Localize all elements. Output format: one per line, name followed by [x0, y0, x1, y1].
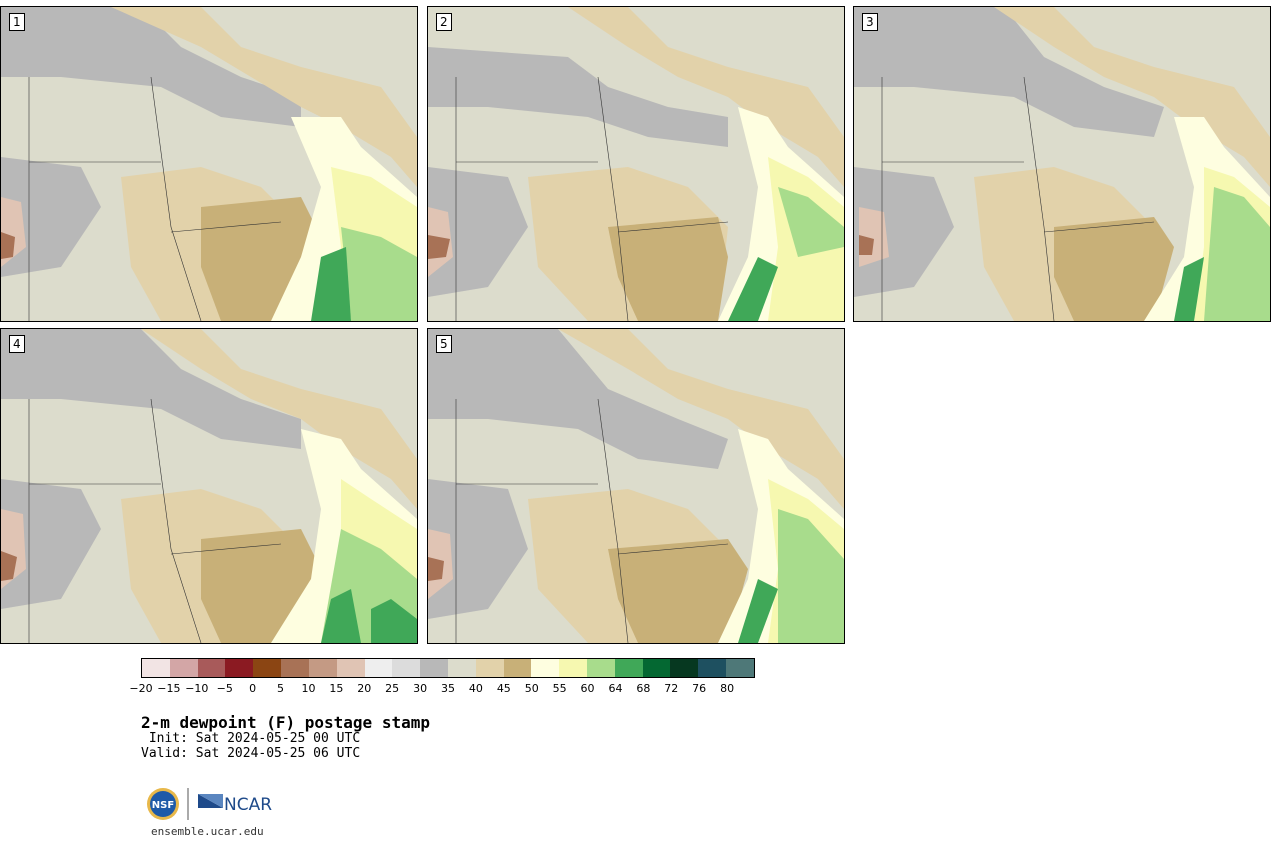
- map-panel-4: 4: [0, 328, 418, 644]
- colorbar-tick-label: 55: [552, 682, 567, 695]
- colorbar-swatch: [531, 659, 560, 677]
- colorbar-tick-label: 76: [692, 682, 707, 695]
- colorbar-swatch: [253, 659, 282, 677]
- colorbar-swatch: [225, 659, 254, 677]
- colorbar-swatch: [308, 659, 337, 677]
- colorbar-swatch: [587, 659, 615, 677]
- init-time: Init: Sat 2024-05-25 00 UTC: [141, 731, 361, 746]
- colorbar-swatch: [698, 659, 727, 677]
- colorbar-swatch: [142, 659, 170, 677]
- colorbar-swatch: [475, 659, 504, 677]
- panel-label-5: 5: [436, 335, 452, 353]
- colorbar-swatch: [503, 659, 532, 677]
- figure-title: 2-m dewpoint (F) postage stamp: [141, 713, 430, 732]
- map-panel-3: 3: [853, 6, 1271, 322]
- colorbar-swatch: [670, 659, 699, 677]
- colorbar-tick-label: 20: [357, 682, 372, 695]
- colorbar-tick-label: 72: [664, 682, 679, 695]
- colorbar-tick-label: −5: [216, 682, 233, 695]
- map-1: [1, 7, 417, 321]
- map-5: [428, 329, 844, 643]
- colorbar-tick-label: 68: [636, 682, 651, 695]
- colorbar-tick-label: 60: [580, 682, 595, 695]
- panel-label-1: 1: [9, 13, 25, 31]
- valid-time: Valid: Sat 2024-05-25 06 UTC: [141, 746, 361, 761]
- map-2: [428, 7, 844, 321]
- map-panel-1: 1: [0, 6, 418, 322]
- map-3: [854, 7, 1270, 321]
- colorbar-tick-label: 35: [441, 682, 455, 695]
- website-url: ensemble.ucar.edu: [151, 825, 264, 838]
- nsf-logo-text: NSF: [152, 800, 174, 811]
- colorbar-tick-label: 5: [277, 682, 285, 695]
- map-panel-5: 5: [427, 328, 845, 644]
- colorbar-tick-label: 15: [329, 682, 344, 695]
- colorbar-tick-label: 10: [301, 682, 316, 695]
- colorbar-tick-label: −10: [185, 682, 209, 695]
- ncar-logo-text: NCAR: [224, 795, 272, 815]
- panel-label-2: 2: [436, 13, 452, 31]
- colorbar-tick-label: 25: [385, 682, 400, 695]
- colorbar-swatch: [197, 659, 226, 677]
- colorbar-tick-label: 64: [608, 682, 623, 695]
- colorbar-swatch: [392, 659, 421, 677]
- colorbar-swatch: [336, 659, 365, 677]
- colorbar-tick-label: 45: [496, 682, 511, 695]
- colorbar-swatch: [281, 659, 309, 677]
- colorbar-swatch: [614, 659, 643, 677]
- colorbar-tick-label: 30: [413, 682, 428, 695]
- map-panel-2: 2: [427, 6, 845, 322]
- panel-label-3: 3: [862, 13, 878, 31]
- colorbar-ticks: −20 −15 −10 −5 0 5 10 15 20 25 30 35 40 45 50 55 60 64 68 7…: [129, 682, 755, 696]
- colorbar-tick-label: 0: [249, 682, 257, 695]
- colorbar-swatch: [447, 659, 476, 677]
- colorbar: [141, 658, 755, 678]
- colorbar-tick-label: −20: [129, 682, 153, 695]
- colorbar-tick-label: 40: [468, 682, 483, 695]
- colorbar-tick-label: 80: [720, 682, 735, 695]
- colorbar-swatch: [364, 659, 393, 677]
- colorbar-tick-label: 50: [524, 682, 539, 695]
- colorbar-swatch: [559, 659, 587, 677]
- colorbar-swatch: [420, 659, 448, 677]
- nsf-ncar-logo: NSF NCAR: [145, 786, 275, 824]
- colorbar-swatch: [726, 659, 754, 677]
- colorbar-swatch: [642, 659, 671, 677]
- colorbar-swatch: [169, 659, 198, 677]
- map-4: [1, 329, 417, 643]
- panel-label-4: 4: [9, 335, 25, 353]
- colorbar-tick-label: −15: [157, 682, 181, 695]
